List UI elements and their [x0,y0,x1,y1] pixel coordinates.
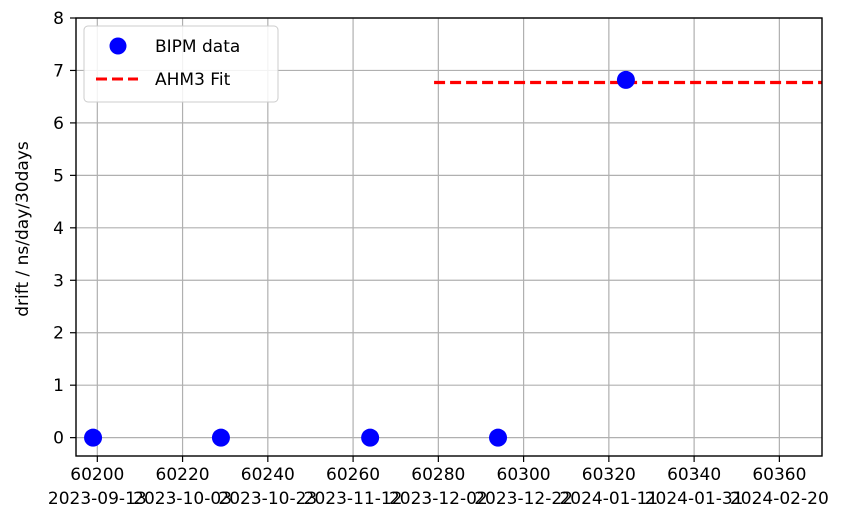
y-tick-label: 7 [53,61,64,81]
x-tick-label: 60260 [326,465,380,485]
legend-box [83,25,279,103]
legend-label-bipm-data: BIPM data [155,37,240,57]
x-tick-label: 60280 [411,465,465,485]
data-point [84,428,103,447]
y-tick-label: 8 [53,9,64,29]
y-tick-label: 0 [53,429,64,449]
legend-label-ahm3-fit: AHM3 Fit [155,70,231,90]
y-tick-label: 6 [53,114,64,134]
x-date-label: 2023-09-13 [48,489,147,509]
x-date-label: 2023-10-23 [218,489,317,509]
x-tick-label: 60240 [241,465,295,485]
y-tick-label: 1 [53,376,64,396]
legend: BIPM data AHM3 Fit [83,25,279,103]
y-axis-label: drift / ns/day/30days [13,141,33,317]
x-tick-label: 60340 [667,465,721,485]
data-point [211,428,230,447]
x-tick-label: 60300 [497,465,551,485]
x-tick-label: 60360 [752,465,806,485]
legend-marker-bipm-data [109,37,127,55]
plot-frame [75,17,823,457]
x-date-label: 2023-12-22 [474,489,573,509]
y-tick-label: 2 [53,324,64,344]
x-tick-label: 60200 [70,465,124,485]
x-date-label: 2024-02-20 [730,489,829,509]
y-tick-label: 5 [53,166,64,186]
data-point [489,428,508,447]
data-point [361,428,380,447]
x-date-label: 2023-10-03 [133,489,232,509]
x-axis-ticks: 60200 2023-09-13 60220 2023-10-03 60240 2023-… [48,456,829,509]
data-point [616,70,635,89]
x-tick-label: 60220 [156,465,210,485]
y-axis-ticks: 0 1 2 3 4 5 6 7 8 [53,9,76,449]
x-tick-label: 60320 [582,465,636,485]
y-tick-label: 3 [53,271,64,291]
y-tick-label: 4 [53,219,64,239]
data-points [84,70,635,447]
x-date-label: 2023-12-02 [389,489,488,509]
x-date-label: 2024-01-11 [559,489,658,509]
x-date-label: 2024-01-31 [645,489,744,509]
x-date-label: 2023-11-12 [304,489,403,509]
